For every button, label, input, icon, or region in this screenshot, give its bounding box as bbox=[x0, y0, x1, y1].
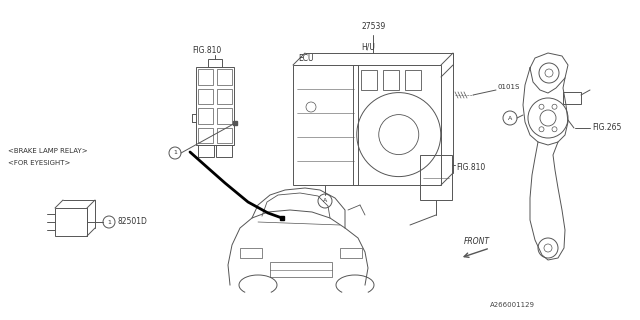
Bar bbox=[198, 69, 213, 84]
Bar bbox=[420, 155, 452, 200]
Text: A: A bbox=[508, 116, 512, 121]
Bar bbox=[563, 92, 581, 104]
Bar bbox=[198, 108, 213, 124]
Bar bbox=[196, 67, 234, 145]
Bar bbox=[361, 70, 377, 90]
Text: <BRAKE LAMP RELAY>: <BRAKE LAMP RELAY> bbox=[8, 148, 88, 154]
Text: A266001129: A266001129 bbox=[490, 302, 535, 308]
Bar bbox=[198, 127, 213, 143]
Text: 82501D: 82501D bbox=[117, 218, 147, 227]
Text: 1: 1 bbox=[173, 150, 177, 156]
Bar bbox=[55, 208, 87, 236]
Text: H/U: H/U bbox=[361, 42, 375, 51]
Bar bbox=[270, 262, 332, 277]
Bar bbox=[216, 145, 232, 157]
Bar bbox=[240, 248, 262, 258]
Bar bbox=[217, 108, 232, 124]
Bar bbox=[405, 70, 421, 90]
Bar bbox=[217, 69, 232, 84]
Bar bbox=[208, 59, 222, 67]
Text: FIG.810: FIG.810 bbox=[456, 163, 485, 172]
Text: FRONT: FRONT bbox=[464, 237, 490, 246]
Bar bbox=[353, 65, 441, 185]
Text: <FOR EYESIGHT>: <FOR EYESIGHT> bbox=[8, 160, 70, 166]
Text: 1: 1 bbox=[107, 220, 111, 225]
Bar bbox=[340, 248, 362, 258]
Text: 27539: 27539 bbox=[361, 22, 385, 31]
Bar bbox=[217, 89, 232, 104]
Bar bbox=[383, 70, 399, 90]
Text: A: A bbox=[323, 198, 327, 204]
Text: FIG.265: FIG.265 bbox=[592, 124, 621, 132]
Text: 0101S: 0101S bbox=[497, 84, 520, 90]
Bar bbox=[293, 65, 358, 185]
Bar bbox=[217, 127, 232, 143]
Text: ECU: ECU bbox=[298, 54, 314, 63]
Text: FIG.810: FIG.810 bbox=[192, 46, 221, 55]
Bar bbox=[198, 145, 214, 157]
Bar bbox=[198, 89, 213, 104]
